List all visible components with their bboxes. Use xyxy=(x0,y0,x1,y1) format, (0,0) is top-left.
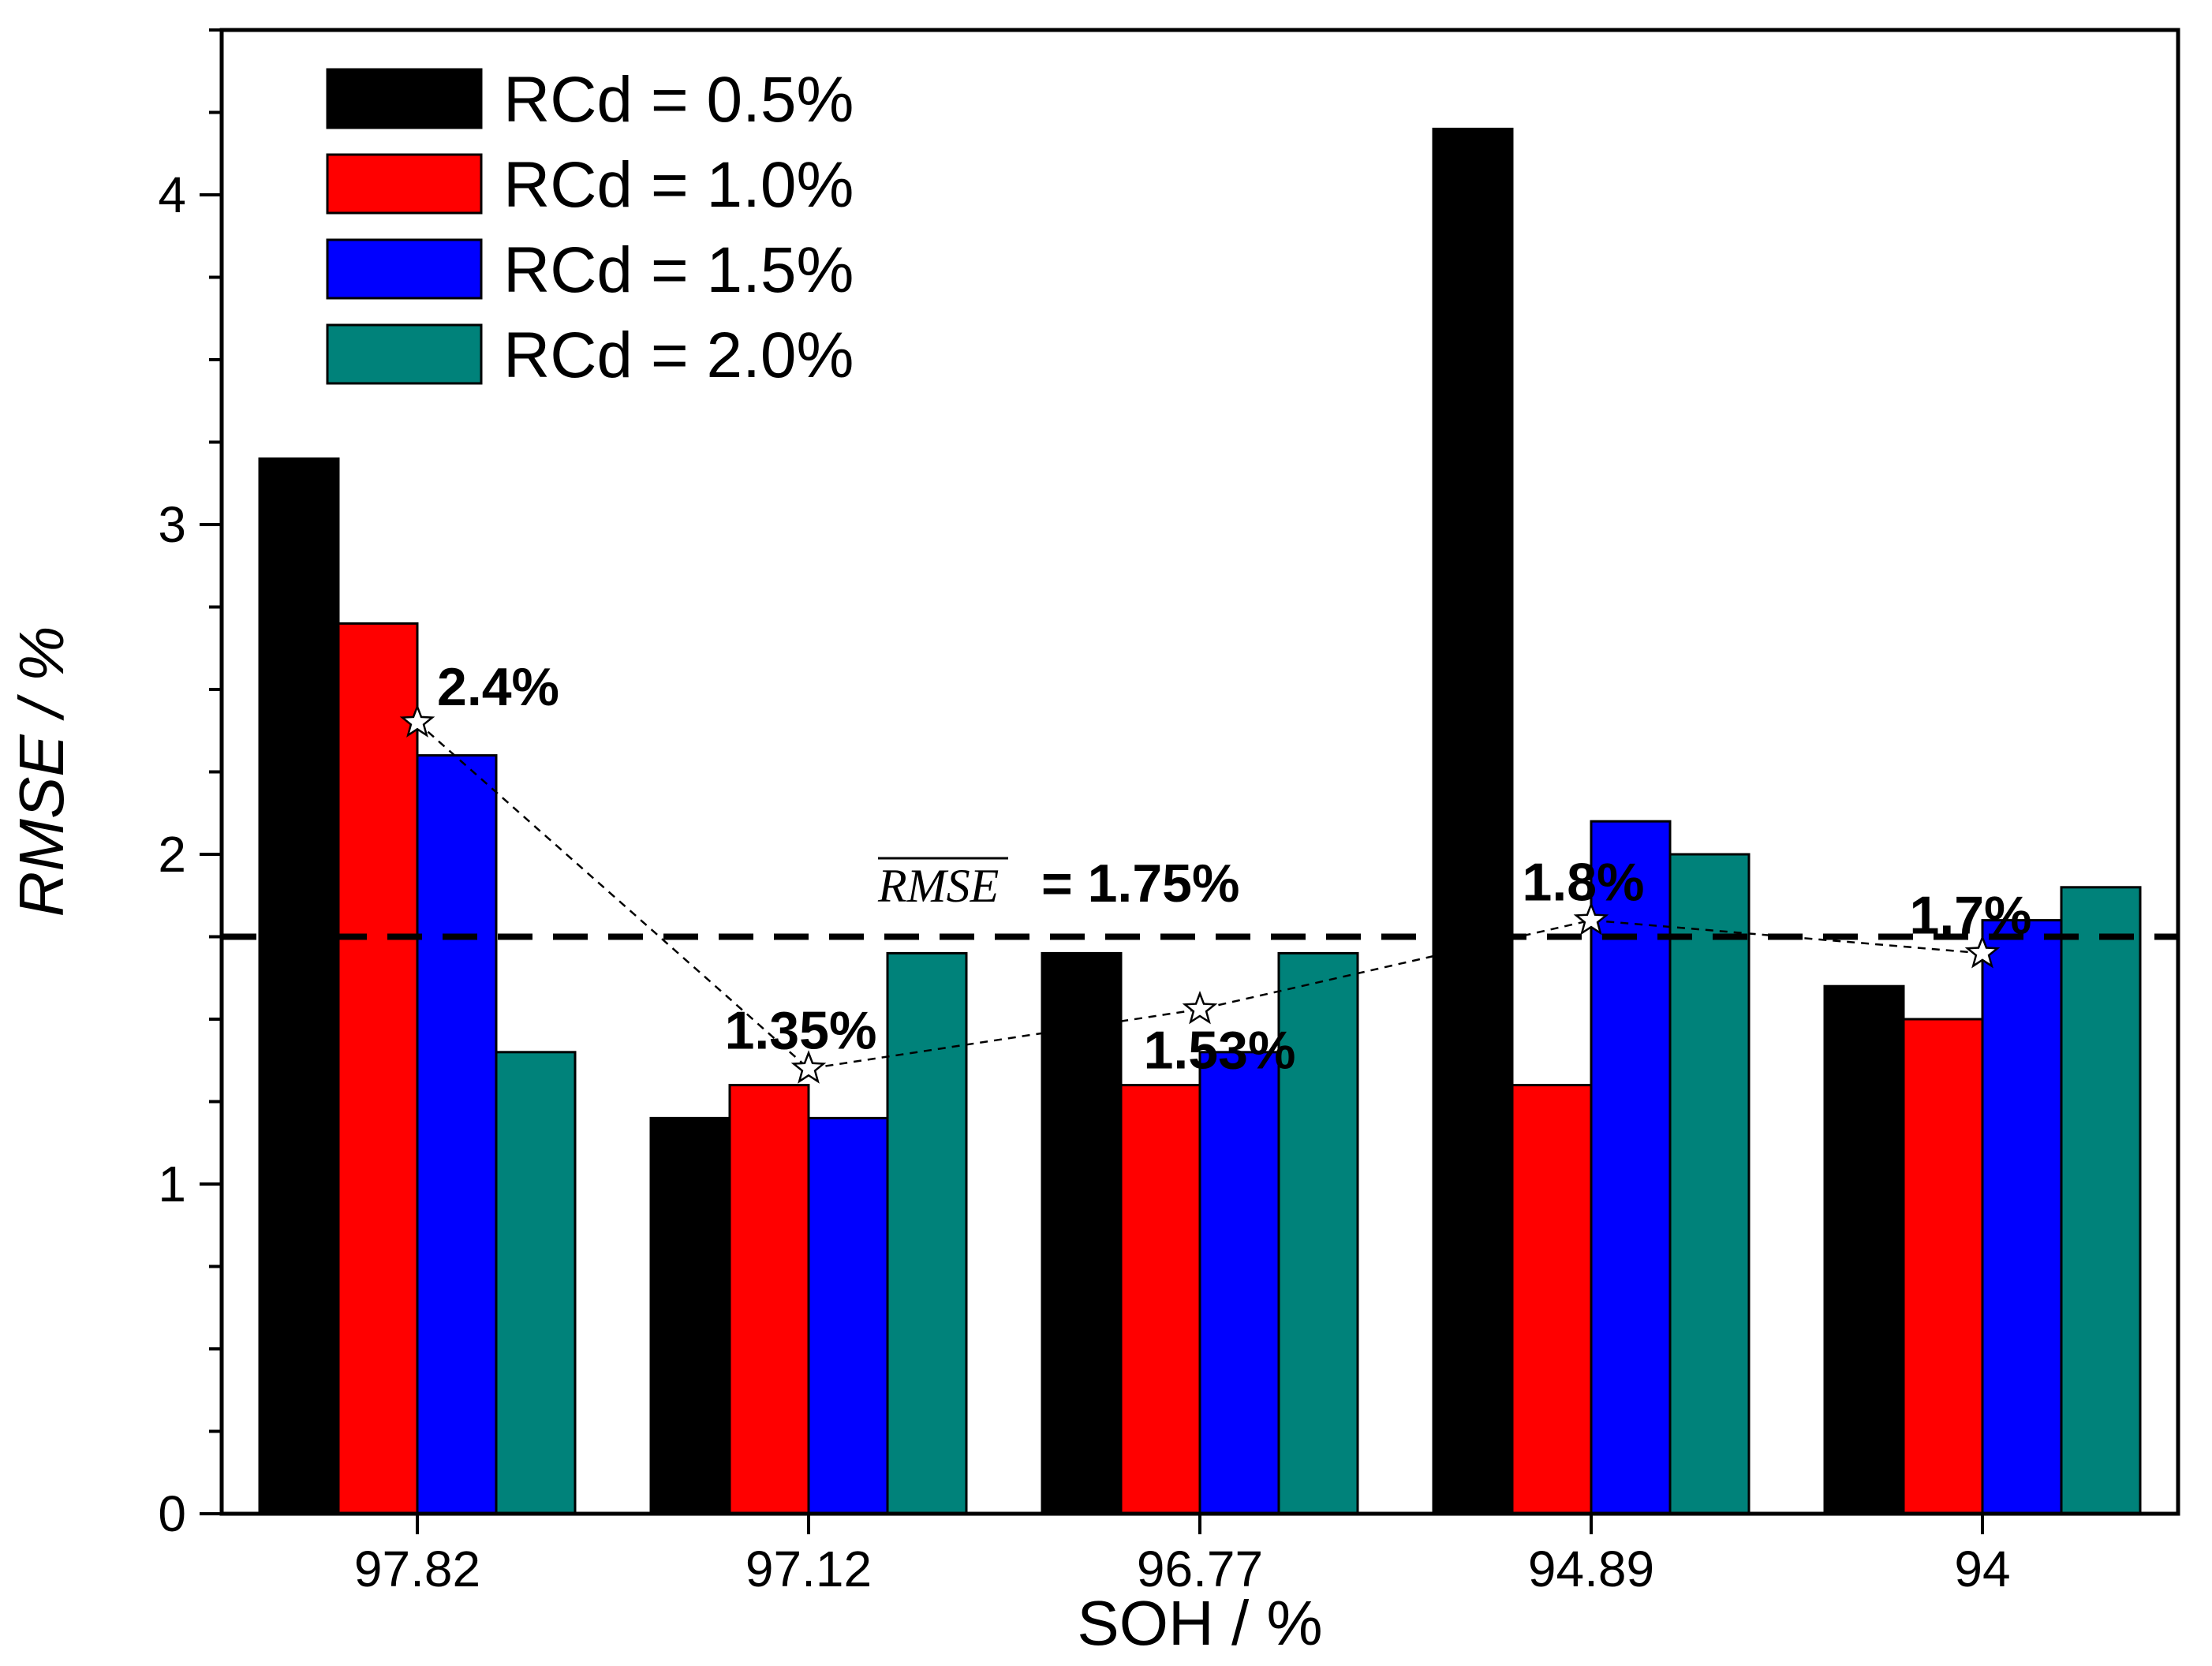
bar-rcd-2-0--94 xyxy=(2060,886,2142,1515)
x-tick-label: 96.77 xyxy=(1137,1541,1263,1597)
star-label: 1.53% xyxy=(1144,1020,1296,1080)
y-tick-label: 1 xyxy=(158,1156,186,1212)
bar-rcd-1-0--96.77 xyxy=(1119,1084,1201,1515)
bar-rcd-1-5--94 xyxy=(1981,919,2063,1515)
average-label: = 1.75% xyxy=(1041,854,1239,913)
star-label: 1.8% xyxy=(1523,853,1645,913)
legend-label: RCd = 0.5% xyxy=(503,64,854,136)
legend-label: RCd = 2.0% xyxy=(503,319,854,391)
bar-rcd-0-5--94 xyxy=(1823,984,1905,1515)
overlay-layer: RMSE = 1.75% 2.4% 1.35% 1.53% 1.8% 1.7% xyxy=(222,657,2178,1084)
bar-rcd-0-5--97.82 xyxy=(258,457,340,1515)
bar-rcd-2-0--94.89 xyxy=(1668,853,1751,1515)
star-label: 1.35% xyxy=(725,1001,877,1061)
legend: RCd = 0.5% RCd = 1.0% RCd = 1.5% RCd = 2.0% xyxy=(326,64,854,391)
star-label: 2.4% xyxy=(437,657,559,717)
bar-rcd-1-0--94 xyxy=(1902,1018,1984,1515)
bar-rcd-1-5--97.12 xyxy=(807,1116,889,1515)
y-tick-label: 3 xyxy=(158,496,186,553)
y-tick-label: 2 xyxy=(158,826,186,883)
star-marker xyxy=(1573,902,1609,936)
bar-rcd-1-5--97.82 xyxy=(416,754,498,1515)
legend-label: RCd = 1.0% xyxy=(503,149,854,221)
bar-rcd-1-0--97.12 xyxy=(728,1084,810,1515)
star-marker xyxy=(790,1050,827,1084)
bar-rcd-1-0--94.89 xyxy=(1511,1084,1593,1515)
star-marker xyxy=(1182,990,1218,1025)
x-axis-title: SOH / % xyxy=(1077,1588,1322,1658)
star-label: 1.7% xyxy=(1910,885,2032,945)
bar-rcd-0-5--96.77 xyxy=(1041,951,1123,1515)
bar-rcd-0-5--94.89 xyxy=(1432,127,1514,1515)
legend-swatch xyxy=(326,68,483,129)
star-trend-line xyxy=(417,721,1983,1070)
bar-rcd-1-5--94.89 xyxy=(1590,820,1672,1515)
x-tick-label: 94 xyxy=(1954,1541,2010,1597)
bar-rcd-0-5--97.12 xyxy=(649,1116,731,1515)
x-tick-label: 97.82 xyxy=(354,1541,480,1597)
average-symbol: RMSE xyxy=(877,860,999,912)
legend-swatch xyxy=(326,153,483,215)
bar-rcd-1-0--97.82 xyxy=(337,622,419,1515)
y-axis-title: RMSE / % xyxy=(6,626,77,917)
x-tick-label: 94.89 xyxy=(1528,1541,1654,1597)
bar-rcd-2-0--97.82 xyxy=(495,1051,577,1515)
legend-label: RCd = 1.5% xyxy=(503,234,854,306)
legend-swatch xyxy=(326,323,483,385)
legend-swatch xyxy=(326,238,483,300)
axes-layer: 0 1 2 3 4 97.82 97.12 96.77 94.89 94 xyxy=(158,28,2011,1597)
bar-rcd-2-0--97.12 xyxy=(886,951,968,1515)
x-tick-label: 97.12 xyxy=(745,1541,872,1597)
bar-rcd-1-5--96.77 xyxy=(1198,1051,1280,1515)
bar-rcd-2-0--96.77 xyxy=(1277,951,1359,1515)
y-tick-label: 4 xyxy=(158,166,186,223)
y-tick-label: 0 xyxy=(158,1485,186,1542)
star-marker xyxy=(1964,934,2001,969)
star-marker xyxy=(399,704,435,738)
